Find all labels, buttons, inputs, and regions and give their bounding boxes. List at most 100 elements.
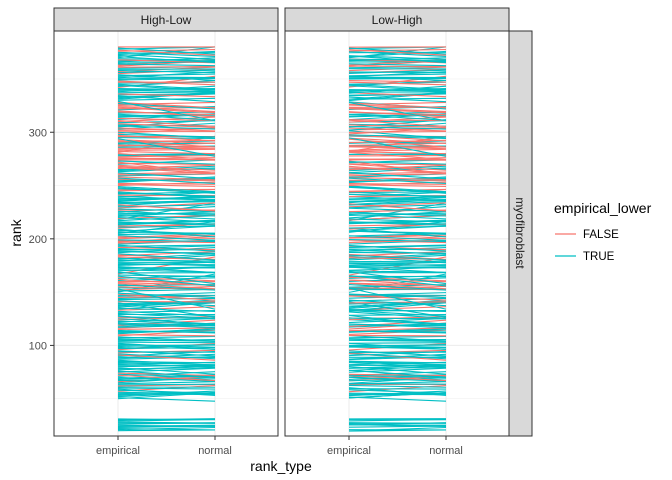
rank-line-true xyxy=(117,383,216,386)
rank-line-true xyxy=(117,235,216,241)
rank-line-true xyxy=(117,271,216,285)
rank-line-false xyxy=(117,144,216,148)
rank-line-false xyxy=(117,93,216,98)
rank-line-false xyxy=(117,49,216,56)
rank-line-true xyxy=(117,284,216,291)
rank-line-true xyxy=(117,350,216,357)
x-tick-label: empirical xyxy=(327,445,371,457)
rank-line-true xyxy=(348,172,447,180)
rank-line-true xyxy=(117,113,216,121)
rank-line-false xyxy=(348,142,447,146)
rank-line-true xyxy=(348,342,447,344)
strip-high-low xyxy=(53,7,279,32)
rank-line-true xyxy=(348,140,447,144)
rank-line-true xyxy=(348,196,447,202)
rank-line-false xyxy=(348,319,447,328)
rank-line-true xyxy=(348,113,447,121)
rank-line-true xyxy=(117,95,216,103)
rank-line-true xyxy=(117,323,216,329)
rank-line-true xyxy=(117,265,216,274)
rank-line-true xyxy=(348,376,447,382)
rank-line-true xyxy=(117,288,216,310)
rank-line-true xyxy=(117,367,216,373)
rank-line-true xyxy=(117,138,216,157)
rank-line-true xyxy=(117,91,216,94)
rank-line-false xyxy=(117,354,216,361)
rank-line-true xyxy=(348,314,447,327)
rank-line-true xyxy=(348,85,447,92)
rank-line-false xyxy=(117,182,216,185)
strip-label-low-high: Low-High xyxy=(372,13,423,27)
rank-line-false xyxy=(117,134,216,142)
rank-line-false xyxy=(117,101,216,109)
rank-line-false xyxy=(348,183,447,185)
rank-line-true xyxy=(117,63,216,67)
rank-lines xyxy=(117,46,447,432)
rank-line-false xyxy=(117,165,216,173)
rank-line-false xyxy=(348,81,447,86)
rank-line-true xyxy=(348,426,447,432)
rank-line-true xyxy=(348,248,447,251)
strip-myofibroblast xyxy=(508,30,533,437)
rank-line-false xyxy=(117,123,216,129)
rank-line-true xyxy=(117,200,216,204)
rank-line-true xyxy=(348,361,447,366)
rank-line-true xyxy=(117,172,216,180)
rank-line-true xyxy=(117,418,216,421)
rank-line-true xyxy=(348,301,447,307)
rank-line-false xyxy=(348,375,447,382)
rank-line-true xyxy=(348,369,447,378)
rank-line-true xyxy=(348,227,447,238)
rank-line-true xyxy=(117,225,216,228)
rank-line-false xyxy=(348,163,447,166)
rank-line-true xyxy=(348,55,447,60)
rank-line-false xyxy=(348,80,447,83)
rank-line-false xyxy=(117,127,216,132)
rank-line-true xyxy=(117,336,216,342)
rank-line-false xyxy=(348,119,447,127)
x-tick-label: normal xyxy=(429,445,463,457)
rank-line-true xyxy=(117,187,216,194)
rank-line-false xyxy=(117,240,216,244)
strip-label-myofibroblast: myofibroblast xyxy=(513,197,527,269)
rank-line-false xyxy=(117,164,216,170)
rank-line-false xyxy=(348,176,447,181)
rank-line-true xyxy=(348,137,447,157)
rank-line-true xyxy=(348,165,447,172)
rank-line-true xyxy=(348,317,447,320)
rank-line-true xyxy=(117,160,216,165)
rank-line-true xyxy=(117,318,216,325)
rank-line-false xyxy=(348,111,447,118)
strip-label-high-low: High-Low xyxy=(141,13,192,27)
rank-line-true xyxy=(348,235,447,241)
rank-line-true xyxy=(348,260,447,263)
rank-line-true xyxy=(117,397,216,402)
rank-line-false xyxy=(117,106,216,113)
rank-line-true xyxy=(117,208,216,212)
rank-line-true xyxy=(117,257,216,264)
rank-line-false xyxy=(348,239,447,244)
x-tick-label: empirical xyxy=(96,445,140,457)
rank-line-true xyxy=(348,193,447,197)
rank-line-false xyxy=(117,139,216,144)
rank-line-true xyxy=(348,309,447,317)
rank-line-true xyxy=(348,135,447,140)
rank-line-true xyxy=(348,308,447,313)
rank-line-false xyxy=(348,139,447,144)
rank-line-false xyxy=(117,173,216,176)
rank-line-true xyxy=(348,207,447,212)
rank-line-true xyxy=(348,238,447,243)
rank-line-true xyxy=(348,266,447,269)
rank-line-true xyxy=(348,323,447,327)
rank-line-true xyxy=(348,374,447,379)
rank-line-true xyxy=(348,50,447,57)
rank-line-true xyxy=(348,384,447,388)
rank-line-true xyxy=(348,212,447,217)
rank-line-true xyxy=(117,239,216,243)
rank-line-false xyxy=(348,49,447,56)
rank-line-false xyxy=(348,151,447,161)
rank-line-true xyxy=(117,51,216,57)
rank-line-true xyxy=(117,262,216,267)
rank-line-false xyxy=(117,59,216,64)
rank-line-true xyxy=(117,391,216,395)
